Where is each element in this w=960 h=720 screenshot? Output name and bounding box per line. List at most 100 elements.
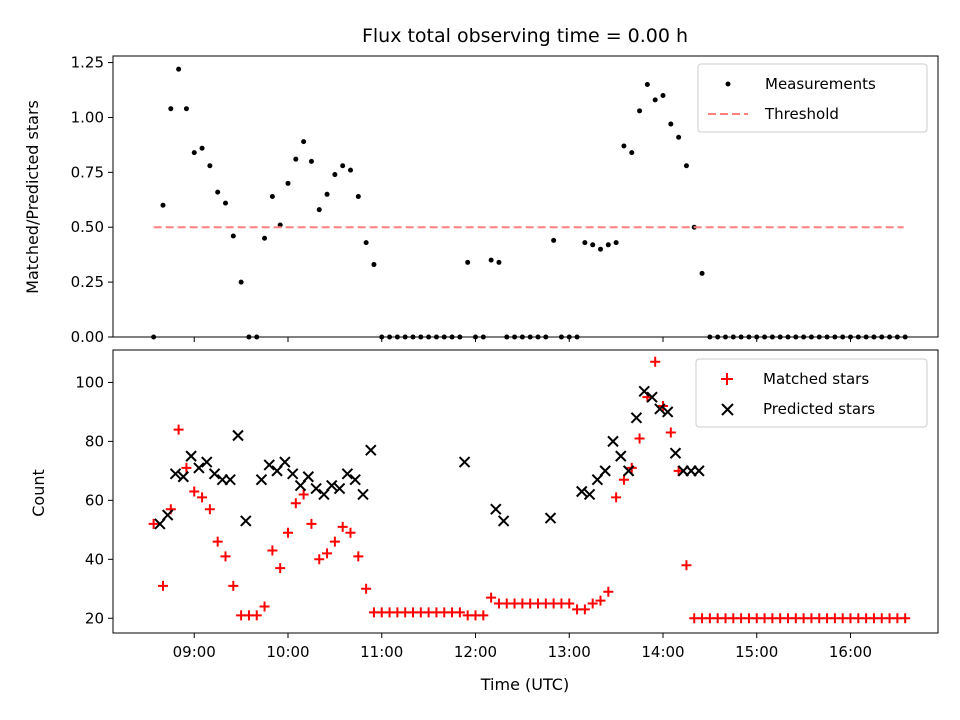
bottom-legend: Matched stars Predicted stars	[695, 358, 928, 428]
chart-title: Flux total observing time = 0.00 h	[362, 25, 688, 47]
top-y-tick-label: 1.25	[71, 54, 104, 72]
measurement-point	[332, 172, 338, 178]
matched-point	[314, 554, 325, 565]
predicted-point	[458, 456, 471, 468]
top-y-tick-label: 0.75	[71, 163, 104, 181]
matched-point	[478, 610, 489, 621]
matched-point	[267, 545, 278, 556]
matched-point	[306, 518, 317, 529]
matched-point	[189, 486, 200, 497]
measurement-point	[168, 106, 174, 112]
bottom-x-ticks: 09:00 10:00 11:00 12:00 13:00 14:00 15:00 16:00	[173, 633, 872, 661]
x-tick-label: 09:00	[173, 643, 216, 661]
top-legend-box	[697, 63, 928, 133]
matched-point	[329, 536, 340, 547]
predicted-point	[544, 512, 557, 524]
legend-label-threshold: Threshold	[764, 105, 839, 123]
measurement-point	[183, 106, 189, 112]
predicted-point	[630, 412, 643, 424]
matched-point	[587, 598, 598, 609]
matched-point	[181, 462, 192, 473]
predicted-point	[185, 450, 197, 462]
x-axis-label: Time (UTC)	[480, 675, 569, 694]
bottom-marks	[148, 356, 911, 624]
matched-point	[900, 613, 911, 624]
measurement-point	[629, 150, 635, 156]
top-x-ticks	[193, 337, 851, 342]
measurement-point	[668, 121, 674, 127]
bottom-axes-frame	[112, 349, 939, 634]
matched-point	[595, 595, 606, 606]
predicted-point	[341, 468, 354, 480]
predicted-point	[497, 515, 510, 527]
matched-point	[283, 527, 293, 538]
measurement-point	[262, 235, 268, 241]
predicted-point	[669, 447, 682, 459]
legend-marker-matched	[721, 373, 733, 385]
predicted-point	[607, 435, 619, 448]
x-tick-label: 13:00	[548, 643, 591, 661]
measurement-point	[301, 139, 307, 145]
predicted-point	[490, 503, 502, 515]
top-axes-frame	[112, 55, 939, 338]
top-panel: 0.00 0.25 0.50 0.75 1.00 1.25 Matched/Predict…	[23, 54, 939, 346]
measurement-point	[683, 163, 689, 169]
matched-point	[618, 474, 629, 485]
matched-point	[634, 433, 645, 444]
matched-point	[579, 604, 590, 615]
measurement-point	[191, 150, 197, 156]
predicted-point	[193, 462, 205, 474]
legend-label-predicted: Predicted stars	[763, 400, 875, 418]
predicted-point	[286, 468, 299, 480]
measurement-point	[598, 246, 603, 252]
top-y-tick-label: 1.00	[71, 108, 104, 126]
measurement-point	[551, 237, 557, 243]
measurement-point	[160, 202, 166, 208]
top-y-axis-label: Matched/Predicted stars	[23, 100, 42, 294]
measurement-point	[582, 240, 588, 246]
measurement-point	[613, 240, 619, 246]
predicted-point	[232, 429, 244, 442]
measurement-point	[348, 167, 353, 173]
predicted-point	[576, 485, 588, 498]
bottom-y-tick-label: 60	[85, 491, 104, 509]
matched-point	[251, 610, 262, 621]
legend-label-measurements: Measurements	[765, 75, 876, 93]
bottom-y-tick-label: 20	[85, 609, 104, 627]
matched-point	[298, 489, 309, 500]
bottom-y-tick-label: 80	[85, 432, 104, 450]
matched-point	[220, 551, 231, 562]
measurement-point	[637, 108, 643, 114]
measurement-point	[652, 97, 658, 103]
measurement-point	[676, 134, 682, 140]
x-tick-label: 15:00	[735, 643, 778, 661]
measurement-point	[215, 189, 221, 195]
matched-point	[212, 536, 223, 547]
matched-point	[322, 548, 333, 559]
predicted-point	[310, 482, 322, 495]
top-y-tick-label: 0.00	[71, 328, 104, 346]
predicted-point	[161, 509, 174, 521]
predicted-point	[693, 465, 705, 477]
matched-point	[665, 427, 676, 438]
measurement-point	[207, 163, 213, 169]
measurement-point	[699, 270, 705, 276]
measurement-point	[199, 145, 205, 151]
predicted-point	[255, 474, 268, 486]
predicted-point	[169, 468, 182, 480]
predicted-point	[622, 465, 635, 477]
x-tick-label: 12:00	[454, 643, 497, 661]
predicted-point	[302, 471, 315, 483]
matched-point	[681, 560, 692, 571]
x-tick-label: 11:00	[360, 643, 403, 661]
legend-marker-measurements	[725, 81, 731, 87]
predicted-point	[177, 471, 190, 483]
measurement-point	[644, 82, 650, 88]
x-tick-label: 14:00	[641, 643, 684, 661]
measurement-point	[340, 163, 346, 169]
measurement-point	[605, 242, 611, 248]
matched-point	[148, 518, 159, 529]
predicted-point	[240, 515, 252, 527]
matched-point	[197, 492, 208, 503]
